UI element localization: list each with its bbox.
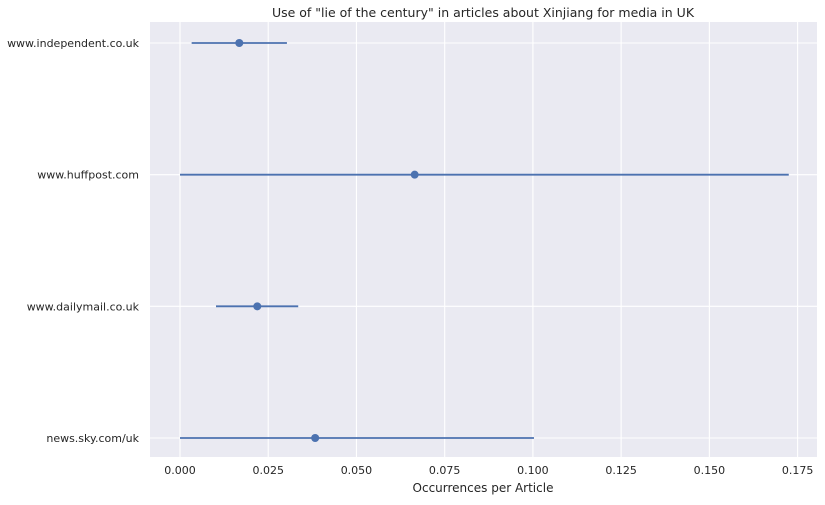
chart-title: Use of "lie of the century" in articles … <box>272 5 695 20</box>
y-tick-label: www.huffpost.com <box>37 169 139 182</box>
x-tick-label: 0.100 <box>517 464 549 477</box>
x-tick-label: 0.125 <box>605 464 637 477</box>
x-tick-label: 0.075 <box>429 464 461 477</box>
x-tick-label: 0.050 <box>341 464 373 477</box>
marks <box>179 39 789 442</box>
y-tick-label: www.independent.co.uk <box>7 37 140 50</box>
x-tick-label: 0.150 <box>694 464 726 477</box>
y-ticks: www.independent.co.uk www.huffpost.com www… <box>7 37 140 445</box>
plot-area <box>150 22 817 457</box>
data-point <box>235 39 244 47</box>
y-tick-label: news.sky.com/uk <box>46 432 139 445</box>
x-axis-label: Occurrences per Article <box>413 481 554 495</box>
x-ticks: 0.000 0.025 0.050 0.075 0.100 0.125 0.150 0.175 <box>164 464 813 477</box>
x-tick-label: 0.025 <box>252 464 284 477</box>
data-point <box>253 302 262 311</box>
x-tick-label: 0.175 <box>782 464 814 477</box>
data-point <box>311 434 320 442</box>
y-tick-label: www.dailymail.co.uk <box>27 300 140 313</box>
data-point <box>410 170 419 179</box>
x-tick-label: 0.000 <box>164 464 196 477</box>
